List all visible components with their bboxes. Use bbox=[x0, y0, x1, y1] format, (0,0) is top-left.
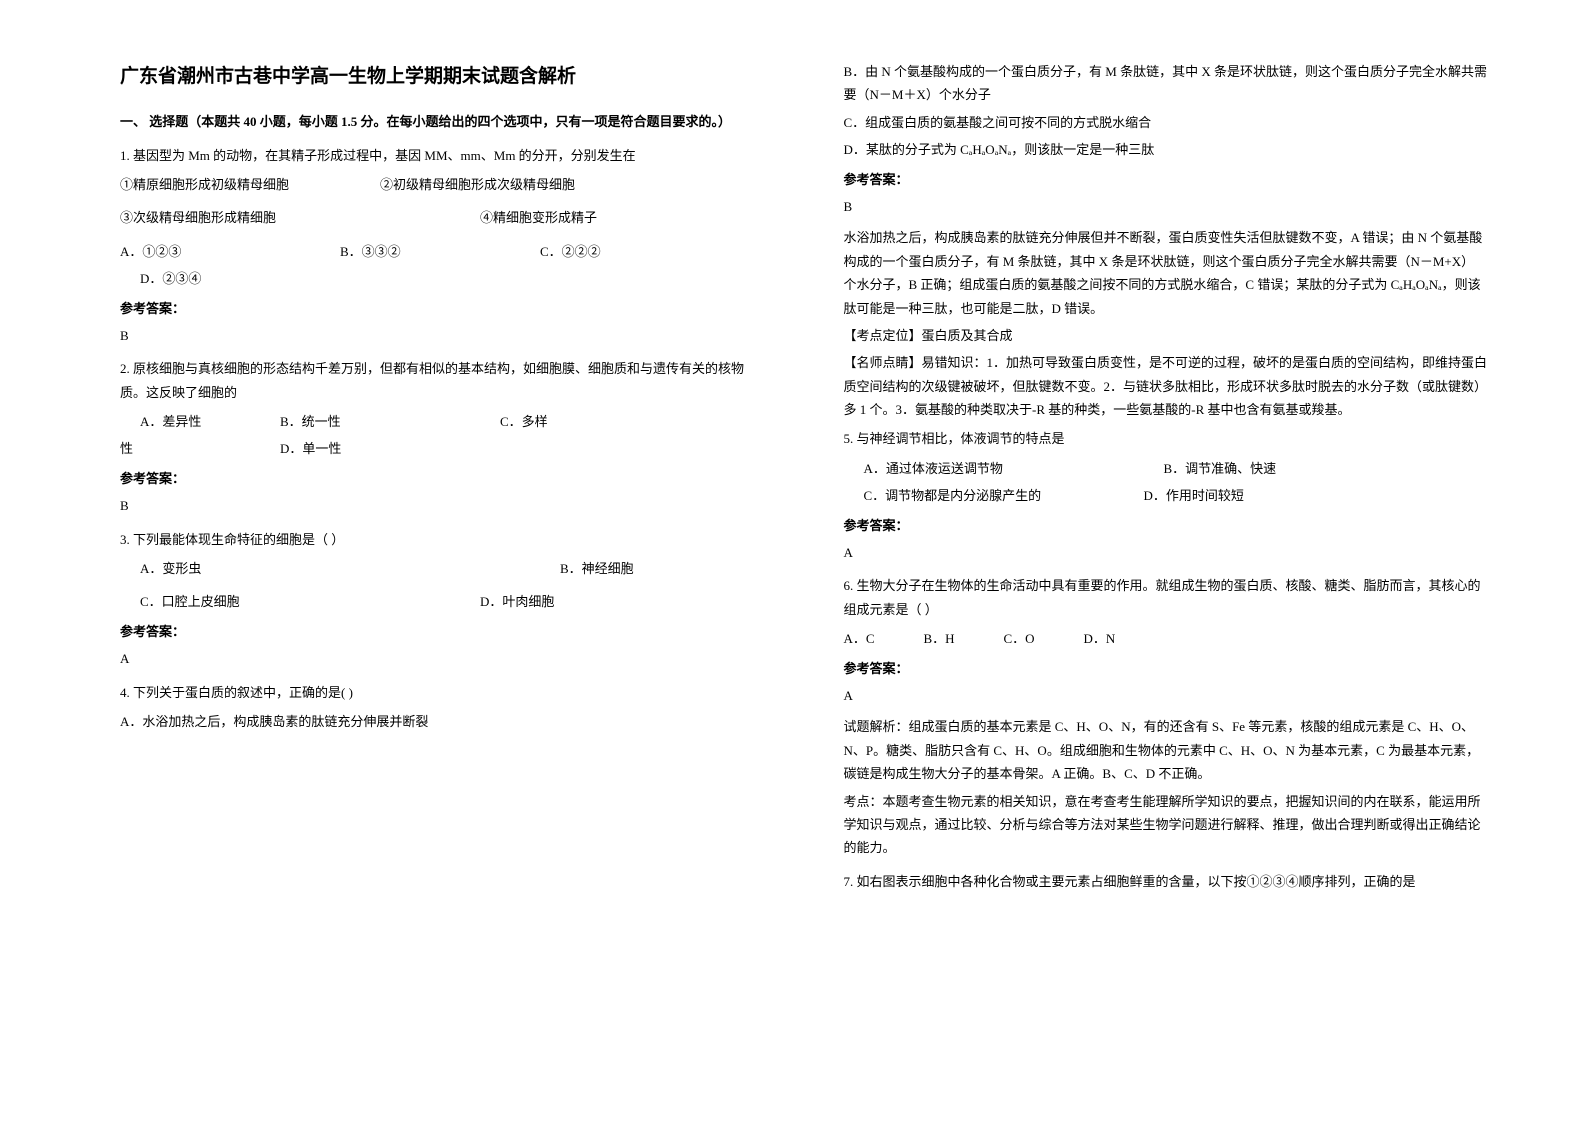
q2-ans: B bbox=[120, 494, 764, 517]
q1-text: 1. 基因型为 Mm 的动物，在其精子形成过程中，基因 MM、mm、Mm 的分开… bbox=[120, 144, 764, 167]
question-3: 3. 下列最能体现生命特征的细胞是（ ） A．变形虫 B．神经细胞 C．口腔上皮… bbox=[120, 528, 764, 671]
q6-text: 6. 生物大分子在生物体的生命活动中具有重要的作用。就组成生物的蛋白质、核酸、糖… bbox=[844, 574, 1488, 621]
q4-optB: B．由 N 个氨基酸构成的一个蛋白质分子，有 M 条肽链，其中 X 条是环状肽链… bbox=[844, 60, 1488, 107]
q6-optB: B．H bbox=[924, 627, 1004, 650]
q4-ans-label: 参考答案： bbox=[844, 168, 1488, 191]
q1-sub1: ①精原细胞形成初级精母细胞 bbox=[120, 173, 380, 196]
q4-exp1: 水浴加热之后，构成胰岛素的肽链充分伸展但并不断裂，蛋白质变性失活但肽键数不变，A… bbox=[844, 226, 1488, 320]
q1-ans: B bbox=[120, 324, 764, 347]
q5-optC: C．调节物都是内分泌腺产生的 bbox=[864, 484, 1144, 507]
q2-optC2: 性 bbox=[120, 437, 280, 460]
q1-sub3: ③次级精母细胞形成精细胞 bbox=[120, 206, 480, 229]
q1-sub2: ②初级精母细胞形成次级精母细胞 bbox=[380, 173, 575, 196]
q5-text: 5. 与神经调节相比，体液调节的特点是 bbox=[844, 427, 1488, 450]
q1-optA: A．①②③ bbox=[120, 240, 340, 263]
q4-optA: A．水浴加热之后，构成胰岛素的肽链充分伸展并断裂 bbox=[120, 710, 764, 733]
q3-options: A．变形虫 B．神经细胞 C．口腔上皮细胞 D．叶肉细胞 bbox=[120, 557, 764, 614]
question-4: 4. 下列关于蛋白质的叙述中，正确的是( ) A．水浴加热之后，构成胰岛素的肽链… bbox=[120, 681, 764, 734]
q6-options: A．C B．H C．O D．N bbox=[844, 627, 1488, 650]
q4-optC: C．组成蛋白质的氨基酸之间可按不同的方式脱水缩合 bbox=[844, 111, 1488, 134]
q6-optD: D．N bbox=[1084, 627, 1116, 650]
q1-optC: C．②②② bbox=[540, 240, 601, 263]
q3-optB: B．神经细胞 bbox=[560, 557, 634, 580]
question-5: 5. 与神经调节相比，体液调节的特点是 A．通过体液运送调节物 B．调节准确、快… bbox=[844, 427, 1488, 564]
q1-sub4: ④精细胞变形成精子 bbox=[480, 206, 597, 229]
q2-optC: C．多样 bbox=[500, 410, 548, 433]
question-1: 1. 基因型为 Mm 的动物，在其精子形成过程中，基因 MM、mm、Mm 的分开… bbox=[120, 144, 764, 348]
q1-subs: ①精原细胞形成初级精母细胞 ②初级精母细胞形成次级精母细胞 bbox=[120, 173, 764, 196]
q4-exp3: 【名师点睛】易错知识：1．加热可导致蛋白质变性，是不可逆的过程，破坏的是蛋白质的… bbox=[844, 351, 1488, 421]
q3-optC: C．口腔上皮细胞 bbox=[140, 590, 480, 613]
q2-optD: D．单一性 bbox=[280, 437, 341, 460]
q2-optA: A．差异性 bbox=[140, 410, 280, 433]
q2-text: 2. 原核细胞与真核细胞的形态结构千差万别，但都有相似的基本结构，如细胞膜、细胞… bbox=[120, 357, 764, 404]
q1-options: A．①②③ B．③③② C．②②② D．②③④ bbox=[120, 240, 764, 291]
q3-ans-label: 参考答案： bbox=[120, 620, 764, 643]
q5-optB: B．调节准确、快速 bbox=[1164, 457, 1277, 480]
q5-ans: A bbox=[844, 541, 1488, 564]
q6-optA: A．C bbox=[844, 627, 924, 650]
q4-optD: D．某肽的分子式为 CₐHₐOₐNₐ，则该肽一定是一种三肽 bbox=[844, 138, 1488, 161]
q7-text: 7. 如右图表示细胞中各种化合物或主要元素占细胞鲜重的含量，以下按①②③④顺序排… bbox=[844, 870, 1488, 893]
section-header: 一、 选择题（本题共 40 小题，每小题 1.5 分。在每小题给出的四个选项中，… bbox=[120, 110, 764, 133]
q1-ans-label: 参考答案： bbox=[120, 297, 764, 320]
q4-text: 4. 下列关于蛋白质的叙述中，正确的是( ) bbox=[120, 681, 764, 704]
q4-exp2: 【考点定位】蛋白质及其合成 bbox=[844, 324, 1488, 347]
q1-subs2: ③次级精母细胞形成精细胞 ④精细胞变形成精子 bbox=[120, 206, 764, 229]
right-column: B．由 N 个氨基酸构成的一个蛋白质分子，有 M 条肽链，其中 X 条是环状肽链… bbox=[804, 60, 1508, 1082]
question-2: 2. 原核细胞与真核细胞的形态结构千差万别，但都有相似的基本结构，如细胞膜、细胞… bbox=[120, 357, 764, 517]
q6-optC: C．O bbox=[1004, 627, 1084, 650]
q5-options: A．通过体液运送调节物 B．调节准确、快速 C．调节物都是内分泌腺产生的 D．作… bbox=[844, 457, 1488, 508]
q5-ans-label: 参考答案： bbox=[844, 514, 1488, 537]
q6-exp1: 试题解析：组成蛋白质的基本元素是 C、H、O、N，有的还含有 S、Fe 等元素，… bbox=[844, 715, 1488, 785]
q3-text: 3. 下列最能体现生命特征的细胞是（ ） bbox=[120, 528, 764, 551]
q2-optB: B．统一性 bbox=[280, 410, 500, 433]
q6-ans: A bbox=[844, 684, 1488, 707]
q3-ans: A bbox=[120, 647, 764, 670]
q6-exp2: 考点：本题考查生物元素的相关知识，意在考查考生能理解所学知识的要点，把握知识间的… bbox=[844, 790, 1488, 860]
q6-ans-label: 参考答案： bbox=[844, 657, 1488, 680]
left-column: 广东省潮州市古巷中学高一生物上学期期末试题含解析 一、 选择题（本题共 40 小… bbox=[100, 60, 804, 1082]
q5-optD: D．作用时间较短 bbox=[1144, 484, 1244, 507]
q1-optB: B．③③② bbox=[340, 240, 540, 263]
q3-optA: A．变形虫 bbox=[140, 557, 560, 580]
question-6: 6. 生物大分子在生物体的生命活动中具有重要的作用。就组成生物的蛋白质、核酸、糖… bbox=[844, 574, 1488, 859]
q2-options: A．差异性 B．统一性 C．多样 性 D．单一性 bbox=[120, 410, 764, 461]
question-7: 7. 如右图表示细胞中各种化合物或主要元素占细胞鲜重的含量，以下按①②③④顺序排… bbox=[844, 870, 1488, 893]
q5-optA: A．通过体液运送调节物 bbox=[864, 457, 1164, 480]
q2-ans-label: 参考答案： bbox=[120, 467, 764, 490]
q4-ans: B bbox=[844, 195, 1488, 218]
q3-optD: D．叶肉细胞 bbox=[480, 590, 554, 613]
page-title: 广东省潮州市古巷中学高一生物上学期期末试题含解析 bbox=[120, 60, 764, 94]
q1-optD: D．②③④ bbox=[140, 267, 201, 290]
